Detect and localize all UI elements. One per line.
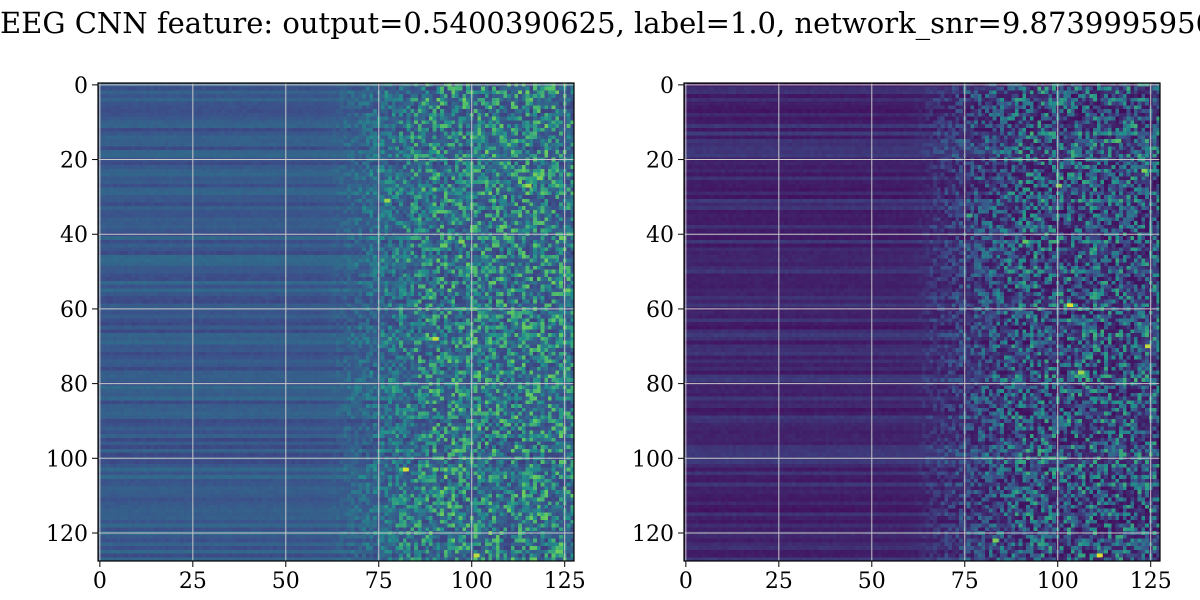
y-tick-label: 40 [646, 223, 674, 248]
figure-title: EEG CNN feature: output=0.5400390625, la… [0, 6, 1200, 40]
heatmap-panel-right: 0 25 50 75 100 125 0 20 40 60 80 100 120 [632, 74, 1172, 594]
x-tick-label: 25 [765, 569, 793, 594]
hotspot-cell [432, 336, 439, 341]
x-tick-label: 0 [93, 569, 107, 594]
x-tick-label: 25 [179, 569, 207, 594]
hotspot-cell [1141, 168, 1148, 173]
y-tick-label: 0 [660, 74, 674, 99]
hotspot-cell [536, 176, 543, 181]
hotspot-cell [473, 553, 480, 558]
hotspot-cell [992, 538, 999, 543]
x-tick-label: 0 [679, 569, 693, 594]
y-tick-label: 60 [60, 298, 88, 323]
hotspot-cell [1022, 239, 1029, 244]
hotspot-cell [525, 183, 532, 188]
y-tick-label: 60 [646, 298, 674, 323]
hotspot-cell [1115, 139, 1122, 143]
hotspot-cell [1096, 553, 1103, 558]
hotspot-cell [402, 467, 409, 472]
x-tick-label: 50 [272, 569, 300, 594]
y-tick-label: 20 [646, 149, 674, 174]
hotspot-cell [966, 213, 973, 218]
x-tick-label: 125 [1130, 569, 1172, 594]
heatmap-image [684, 83, 1160, 561]
x-tick-label: 50 [858, 569, 886, 594]
hotspot-cell [462, 101, 469, 106]
x-tick-label: 75 [951, 569, 979, 594]
hotspot-cell [451, 467, 458, 472]
axes-frame [683, 82, 1161, 562]
hotspot-cell [458, 239, 465, 244]
axes-frame [97, 82, 575, 562]
y-tick-label: 120 [46, 522, 88, 547]
hotspot-cell [384, 198, 391, 203]
y-tick-label: 80 [60, 373, 88, 398]
x-tick-label: 100 [451, 569, 493, 594]
y-tick-label: 40 [60, 223, 88, 248]
x-tick-label: 100 [1037, 569, 1079, 594]
y-tick-label: 100 [46, 447, 88, 472]
y-tick-label: 20 [60, 149, 88, 174]
hotspot-cell [525, 325, 532, 330]
x-tick-label: 125 [544, 569, 586, 594]
hotspot-cell [432, 467, 439, 472]
x-tick-label: 75 [365, 569, 393, 594]
hotspot-cell [458, 325, 465, 330]
y-tick-label: 120 [632, 522, 674, 547]
hotspot-cell [1055, 183, 1062, 188]
hotspot-cell [1067, 303, 1073, 308]
y-tick-label: 80 [646, 373, 674, 398]
y-tick-label: 0 [74, 74, 88, 99]
hotspot-cell [1078, 370, 1085, 375]
y-tick-label: 100 [632, 447, 674, 472]
heatmap-panel-left: 0 25 50 75 100 125 0 20 40 60 80 100 120 [46, 74, 586, 594]
heatmap-image [98, 83, 574, 561]
hotspot-cell [1145, 344, 1152, 349]
